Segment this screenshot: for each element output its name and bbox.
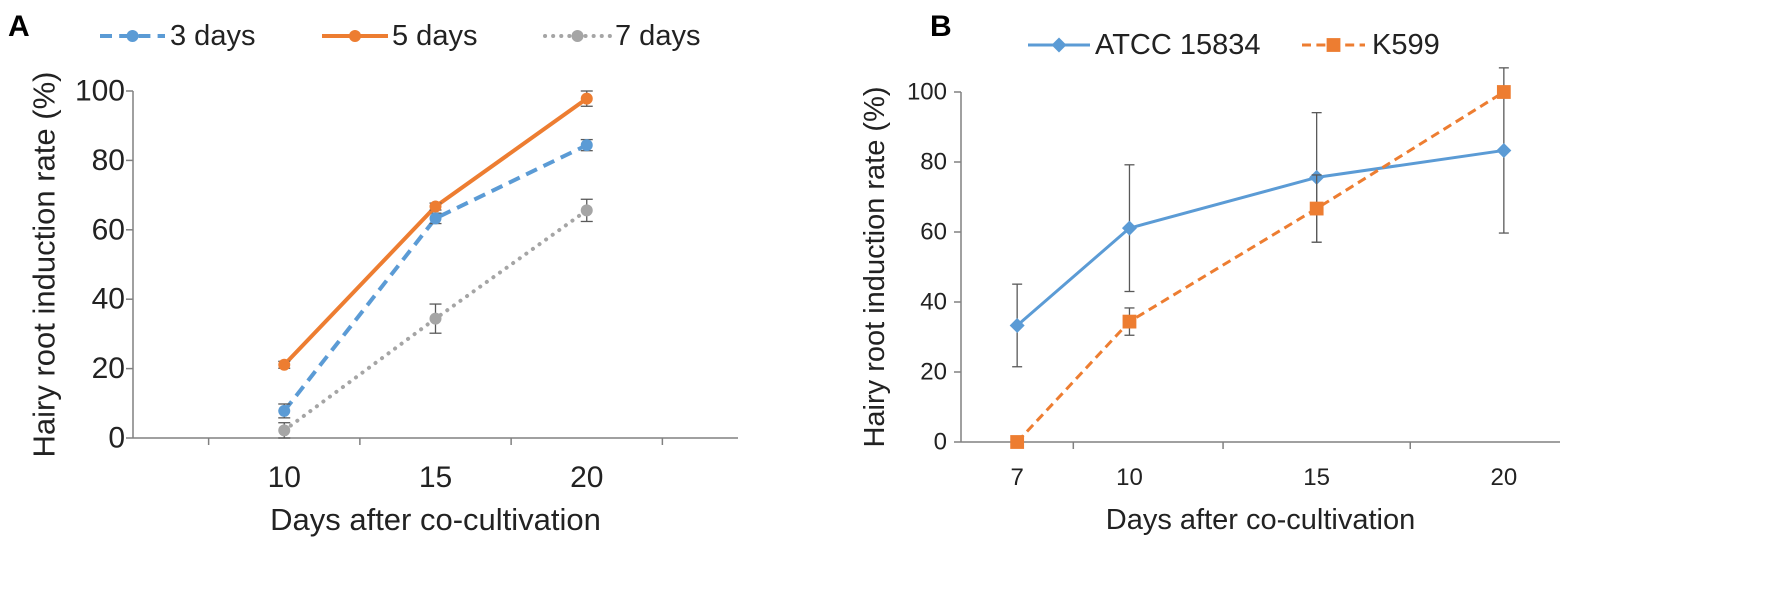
panel-a-x-tick-label: 20 (570, 461, 603, 494)
data-point (1496, 85, 1511, 99)
panel-b-y-tick-label: 80 (920, 149, 947, 176)
data-point (1009, 317, 1025, 333)
legend-marker (571, 30, 584, 42)
panel-a-chart: 0 20 40 60 80 100 10 15 20 Days after co-cultivat… (27, 20, 738, 537)
panel-a-y-tick-label: 0 (108, 422, 125, 455)
panel-a-series-5-days (278, 90, 593, 371)
panel-b-chart: 0 20 40 60 80 100 7 10 15 20 Days after co-cultiva… (859, 29, 1560, 536)
legend-label: 5 days (392, 20, 477, 52)
panel-b-legend-k599: K599 (1302, 29, 1440, 61)
panel-b-letter: B (930, 10, 952, 43)
panel-b-y-tick-label: 40 (920, 289, 947, 316)
data-point (278, 424, 291, 437)
panel-a-y-tick-label: 100 (75, 75, 125, 108)
legend-label: K599 (1372, 29, 1440, 61)
data-point (1010, 435, 1025, 449)
panel-b-series-line (1016, 90, 1505, 444)
legend-marker (1051, 37, 1067, 53)
legend-marker (1326, 38, 1341, 52)
panel-b-y-tick-label: 100 (907, 79, 947, 106)
panel-b-x-tick-label: 10 (1116, 464, 1143, 491)
data-point (580, 139, 593, 152)
data-point (1496, 142, 1512, 158)
panel-b-series-line (1016, 148, 1505, 327)
panel-a-y-axis-title: Hairy root induction rate (%) (27, 72, 62, 458)
legend-marker (349, 30, 361, 42)
panel-a-x-tick-label: 10 (268, 461, 301, 494)
data-point (580, 92, 593, 105)
panel-a-legend-5-days: 5 days (322, 20, 477, 52)
legend-label: 7 days (615, 20, 700, 52)
panel-b-x-tick-label: 7 (1010, 464, 1023, 491)
legend-label: ATCC 15834 (1095, 29, 1261, 61)
panel-a-y-tick-label: 40 (92, 283, 125, 316)
data-point (1309, 201, 1324, 216)
panel-b-y-tick-label: 20 (920, 359, 947, 386)
panel-a-y-tick-label: 60 (92, 213, 125, 246)
data-point (1122, 314, 1137, 329)
data-point (278, 358, 291, 371)
panel-b-legend-atcc-15834: ATCC 15834 (1028, 29, 1261, 61)
panel-b-x-tick-label: 15 (1303, 464, 1330, 491)
panel-b-y-axis-title: Hairy root induction rate (%) (859, 86, 891, 447)
data-point (429, 212, 442, 225)
panel-a-x-tick-label: 15 (419, 461, 452, 494)
legend-marker (126, 30, 139, 42)
legend-label: 3 days (170, 20, 255, 52)
data-point (429, 200, 442, 213)
panel-a-legend-7-days: 7 days (543, 20, 700, 52)
data-point (580, 204, 593, 217)
panel-b-x-axis-title: Days after co-cultivation (1106, 504, 1415, 536)
data-point (278, 404, 291, 417)
panel-b-x-tick-label: 20 (1490, 464, 1517, 491)
panel-a-series-line (282, 143, 588, 413)
panel-a-legend-3-days: 3 days (100, 20, 255, 52)
panel-b-y-tick-label: 60 (920, 219, 947, 246)
panel-a-series-7-days (278, 198, 593, 439)
panel-b-y-tick-label: 0 (934, 429, 947, 456)
data-point (429, 312, 442, 325)
data-point (1121, 220, 1137, 236)
panel-b-series-k599 (1010, 85, 1511, 449)
panel-a-series-3-days (278, 138, 593, 419)
panel-b-series-atcc-15834 (1009, 67, 1512, 368)
panel-a-letter: A (8, 10, 30, 43)
panel-a-y-tick-label: 80 (92, 144, 125, 177)
panel-a-x-axis-title: Days after co-cultivation (270, 502, 601, 537)
panel-a-y-tick-label: 20 (92, 352, 125, 385)
